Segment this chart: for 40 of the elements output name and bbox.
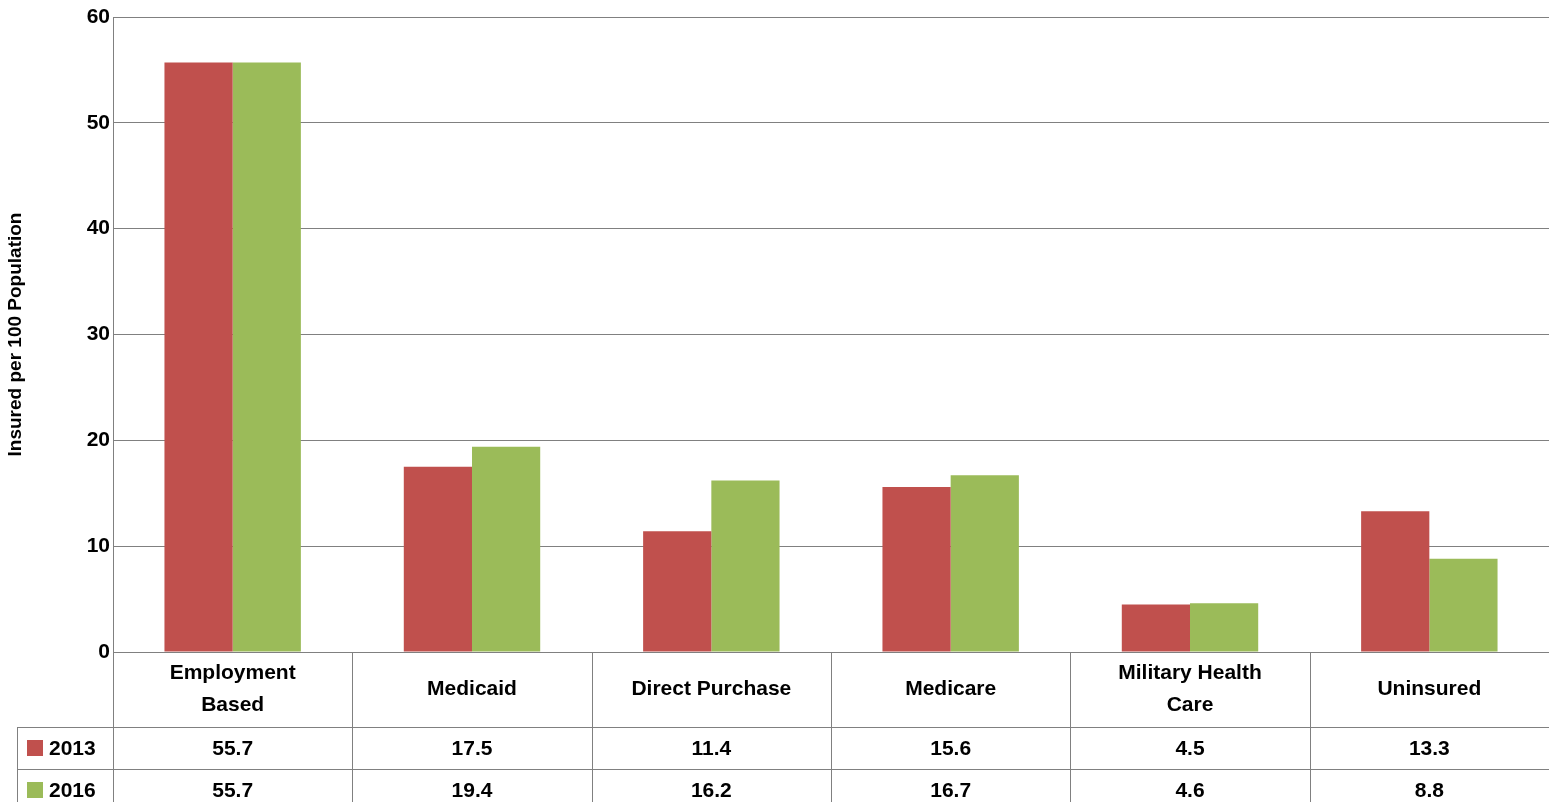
data-label: 55.7 (212, 735, 254, 759)
y-tick-label: 60 (86, 3, 110, 27)
bar (1190, 603, 1259, 652)
data-label: 16.7 (930, 777, 972, 801)
y-tick-label: 10 (86, 532, 110, 556)
y-tick-label: 50 (86, 109, 110, 133)
data-label: 15.6 (930, 735, 972, 759)
x-tick-label: Medicare (905, 676, 997, 700)
bar (232, 62, 301, 652)
x-tick-label: Direct Purchase (631, 676, 792, 700)
y-tick-label: 20 (86, 427, 110, 451)
data-label: 55.7 (212, 777, 254, 801)
data-label: 16.2 (690, 777, 732, 801)
bar (472, 446, 541, 652)
legend-label: 2016 (49, 777, 96, 801)
data-label: 4.6 (1175, 777, 1205, 801)
x-tick-label: Uninsured (1377, 676, 1482, 700)
data-label: 17.5 (451, 735, 493, 759)
x-tick-label: Employment Based (169, 660, 296, 716)
y-tick-label: 40 (86, 215, 110, 239)
bar (711, 480, 780, 652)
bar (950, 475, 1019, 652)
legend-label: 2013 (49, 735, 96, 759)
bar (1121, 604, 1190, 652)
y-axis-title: Insured per 100 Population (3, 212, 25, 457)
bar (403, 466, 472, 652)
y-tick-label: 30 (86, 321, 110, 345)
bar (643, 531, 712, 652)
bar (882, 486, 951, 652)
data-label: 11.4 (691, 735, 732, 759)
data-label: 8.8 (1414, 777, 1445, 801)
bar (1429, 558, 1498, 652)
data-label: 19.4 (451, 777, 493, 801)
x-tick-label: Military Health Care (1118, 660, 1262, 716)
x-tick-label: Medicaid (427, 676, 517, 700)
data-label: 13.3 (1408, 735, 1450, 759)
y-tick-label: 0 (98, 638, 110, 662)
bar (1361, 511, 1430, 652)
bar (164, 62, 233, 652)
data-label: 4.5 (1175, 735, 1205, 759)
